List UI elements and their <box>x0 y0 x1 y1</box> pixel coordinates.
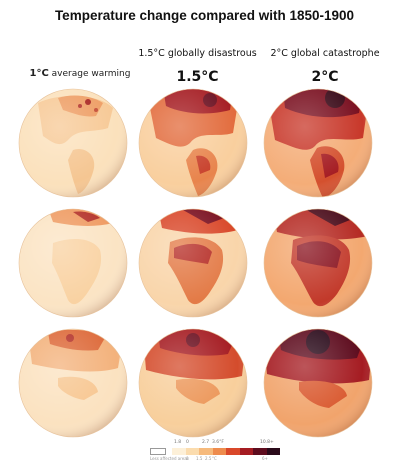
column-header-1c-value: 1°C <box>29 68 49 79</box>
legend-swatch-less-affected <box>150 448 166 455</box>
legend-label: Less affected areas <box>150 456 189 461</box>
globe-asia-2c <box>263 328 373 438</box>
legend-swatch <box>239 448 253 455</box>
page-title: Temperature change compared with 1850-19… <box>54 8 355 23</box>
column-header-1-5c-caption: 1.5°C globally disastrous <box>138 48 257 59</box>
globe-americas-1c <box>18 88 128 198</box>
legend-swatch <box>253 448 267 455</box>
column-header-1-5c-value: 1.5°C <box>176 69 219 85</box>
column-header-2c-value: 2°C <box>311 69 339 85</box>
legend-label: 2.7 <box>202 440 210 445</box>
legend-label: 1.8 <box>174 440 182 445</box>
column-header-2c-caption: 2°C global catastrophe <box>270 48 380 59</box>
legend-swatch <box>212 448 226 455</box>
legend-swatch <box>185 448 199 455</box>
legend-swatch <box>266 448 280 455</box>
legend-swatch <box>199 448 213 455</box>
legend-label: 6+ <box>262 456 268 461</box>
legend-label: 10.8+ <box>260 440 274 445</box>
legend-bottom-labels: Less affected areas 0 1.5 2.5 °C 6+ <box>150 456 280 462</box>
globe-africa-1c <box>18 208 128 318</box>
globe-americas-1-5c <box>138 88 248 198</box>
column-header-1-5c: 1.5°C globally disastrous 1.5°C <box>135 48 260 85</box>
color-legend: 1.8 0 2.7 3.6°F 10.8+ Less affected area… <box>150 440 280 462</box>
globe-africa-2c <box>263 208 373 318</box>
column-header-1c-caption: average warming <box>51 69 131 79</box>
legend-color-bar <box>150 448 280 455</box>
legend-swatch <box>226 448 240 455</box>
column-header-2c: 2°C global catastrophe 2°C <box>260 48 390 85</box>
column-header-1c: 1°C average warming <box>22 68 138 79</box>
globe-asia-1-5c <box>138 328 248 438</box>
legend-swatch <box>172 448 186 455</box>
legend-label: 0 <box>186 440 189 445</box>
globe-asia-1c <box>18 328 128 438</box>
legend-label: 3.6°F <box>212 440 224 445</box>
legend-label: °C <box>212 456 217 461</box>
legend-label: 2.5 <box>205 456 212 461</box>
globe-americas-2c <box>263 88 373 198</box>
globe-africa-1-5c <box>138 208 248 318</box>
legend-top-labels: 1.8 0 2.7 3.6°F 10.8+ <box>150 440 280 448</box>
legend-label: 0 <box>186 456 189 461</box>
legend-label: 1.5 <box>196 456 203 461</box>
